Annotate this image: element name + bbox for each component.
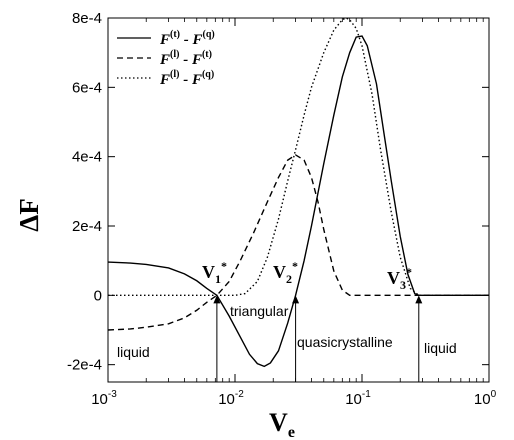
transition-label-v2: V2* [273, 259, 298, 286]
y-tick-label-3: 4e-4 [72, 149, 102, 166]
legend-item-3: F(l) - F(q) [117, 69, 214, 88]
y-tick-label-1: 0 [94, 287, 102, 304]
transition-markers [213, 295, 423, 382]
x-tick-label-1: 10-2 [218, 389, 244, 408]
transition-arrowhead-2 [292, 295, 300, 304]
legend-item-1: F(t) - F(q) [117, 29, 215, 48]
y-tick-label-2: 2e-4 [72, 218, 102, 235]
x-tick-label-2: 10-1 [345, 389, 371, 408]
y-tick-label-4: 6e-4 [72, 79, 102, 96]
transition-arrowhead-1 [213, 295, 221, 304]
x-tick-label-3: 100 [474, 389, 497, 408]
y-axis-title: ΔF [14, 198, 44, 231]
y-tick-label-0: -2e-4 [67, 357, 102, 374]
region-label-liquid-left: liquid [117, 344, 150, 360]
x-tick-label-0: 10-3 [91, 389, 117, 408]
x-axis-title: Ve [269, 408, 295, 440]
y-tick-label-5: 8e-4 [72, 10, 102, 27]
region-label-quasicrystalline: quasicrystalline [297, 334, 393, 350]
series-line-1 [107, 35, 489, 368]
region-label-liquid-right: liquid [424, 340, 457, 356]
series-lines [107, 17, 489, 368]
transition-label-v3: V3* [387, 265, 412, 292]
plot-frame [107, 17, 490, 383]
transition-arrowhead-3 [415, 295, 423, 304]
region-label-triangular: triangular [230, 303, 289, 319]
legend-label-3: F(l) - F(q) [159, 69, 214, 88]
series-line-2 [107, 154, 489, 331]
legend-item-2: F(l) - F(t) [117, 49, 212, 68]
legend: F(t) - F(q) F(l) - F(t) F(l) - F(q) [117, 29, 215, 88]
series-line-3 [108, 17, 489, 297]
transition-label-v1: V1* [202, 259, 227, 286]
legend-label-2: F(l) - F(t) [159, 49, 212, 68]
legend-label-1: F(t) - F(q) [159, 29, 215, 48]
axes: -2e-4 0 2e-4 4e-4 6e-4 8e-4 10-3 10-2 10-1 100 [67, 10, 497, 408]
